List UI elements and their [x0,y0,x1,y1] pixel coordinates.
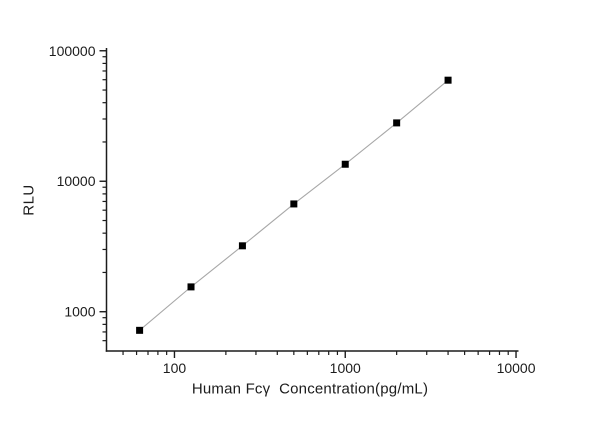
data-point-marker [393,119,401,127]
data-point-marker [444,76,452,84]
data-point-marker [187,283,195,291]
y-tick-label: 10000 [57,173,96,189]
x-tick-label: 1000 [330,360,361,376]
y-axis-title: RLU [20,184,38,216]
data-point-marker [238,242,246,250]
x-tick-label: 100 [163,360,187,376]
x-tick-label: 10000 [497,360,536,376]
x-axis-title: Human Fcγ Concentration(pg/mL) [191,380,429,398]
y-tick-label: 100000 [49,43,96,59]
data-point-marker [290,200,298,208]
data-point-marker [136,326,144,334]
y-tick-label: 1000 [64,304,95,320]
data-point-marker [341,160,349,168]
